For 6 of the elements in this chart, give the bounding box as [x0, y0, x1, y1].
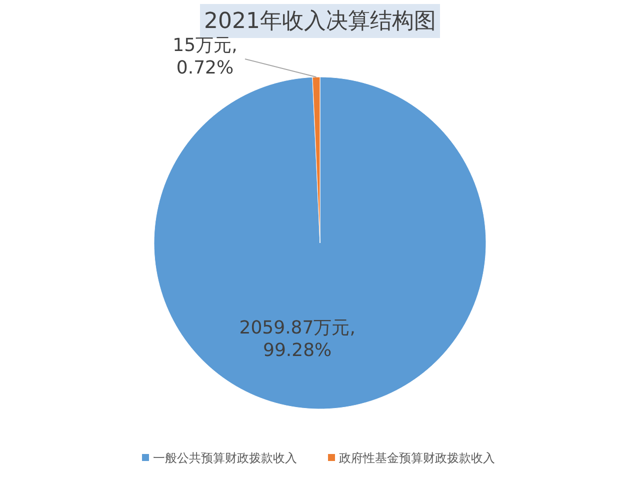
data-label: 2059.87万元, 99.28%: [239, 317, 356, 361]
chart-title: 2021年收入决算结构图: [204, 9, 436, 34]
pie-slice: [154, 76, 486, 410]
legend-label: 政府性基金预算财政拨款收入: [339, 451, 495, 465]
legend-label: 一般公共预算财政拨款收入: [153, 451, 297, 465]
data-label: 15万元, 0.72%: [172, 34, 238, 78]
